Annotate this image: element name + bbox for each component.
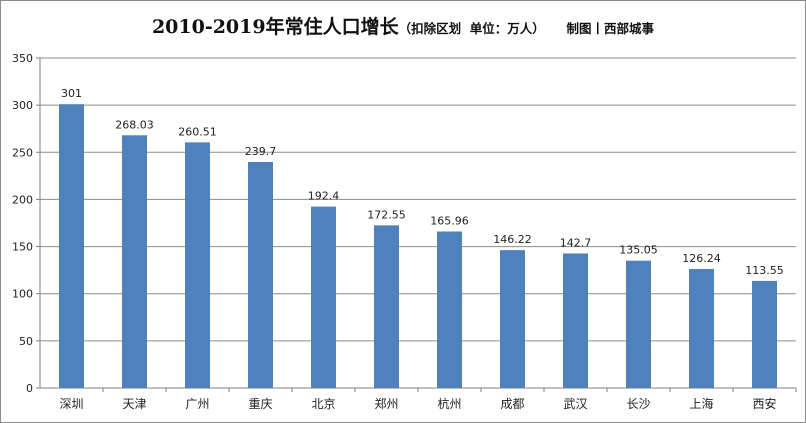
x-tick-label: 武汉	[563, 397, 587, 411]
bar	[59, 104, 84, 388]
data-label: 142.7	[560, 236, 592, 249]
x-tick-label: 长沙	[626, 397, 650, 411]
bar	[185, 142, 210, 388]
bar	[500, 250, 525, 388]
x-tick-label: 天津	[122, 397, 146, 411]
chart-title: 2010-2019年常住人口增长	[151, 16, 399, 38]
y-tick-label: 0	[26, 382, 33, 395]
bar	[752, 280, 777, 388]
data-label: 301	[61, 87, 82, 100]
bar	[689, 268, 714, 388]
bar	[437, 231, 462, 388]
bar	[563, 253, 588, 388]
y-tick-label: 200	[12, 193, 33, 206]
y-tick-label: 250	[12, 146, 33, 159]
y-tick-label: 150	[12, 241, 33, 254]
bar	[122, 135, 147, 388]
bar	[311, 206, 336, 388]
data-label: 260.51	[178, 125, 217, 138]
bar	[374, 225, 399, 388]
x-tick-label: 北京	[311, 397, 335, 411]
x-tick-label: 上海	[689, 396, 713, 411]
data-label: 172.55	[367, 208, 406, 221]
y-tick-label: 350	[12, 52, 33, 65]
data-label: 192.4	[308, 190, 340, 203]
x-tick-label: 郑州	[374, 396, 398, 411]
x-tick-label: 西安	[752, 396, 776, 411]
data-label: 268.03	[115, 118, 154, 131]
data-label: 135.05	[619, 244, 658, 257]
chart-subtitle: （扣除区划 单位：万人） 制图丨西部城事	[398, 21, 655, 36]
x-tick-label: 成都	[500, 397, 524, 411]
data-label: 165.96	[430, 215, 469, 228]
data-label: 146.22	[493, 233, 532, 246]
y-tick-label: 100	[12, 288, 33, 301]
bar	[248, 161, 273, 388]
x-tick-label: 广州	[185, 397, 209, 411]
x-tick-label: 深圳	[59, 397, 83, 411]
y-tick-label: 50	[19, 335, 33, 348]
data-label: 113.55	[745, 264, 784, 277]
bar	[626, 260, 651, 388]
chart-title-row: 2010-2019年常住人口增长（扣除区划 单位：万人） 制图丨西部城事	[0, 12, 806, 39]
data-label: 126.24	[682, 252, 721, 265]
x-tick-label: 重庆	[248, 397, 272, 411]
data-label: 239.7	[245, 145, 277, 158]
y-tick-label: 300	[12, 99, 33, 112]
x-tick-label: 杭州	[437, 396, 461, 411]
